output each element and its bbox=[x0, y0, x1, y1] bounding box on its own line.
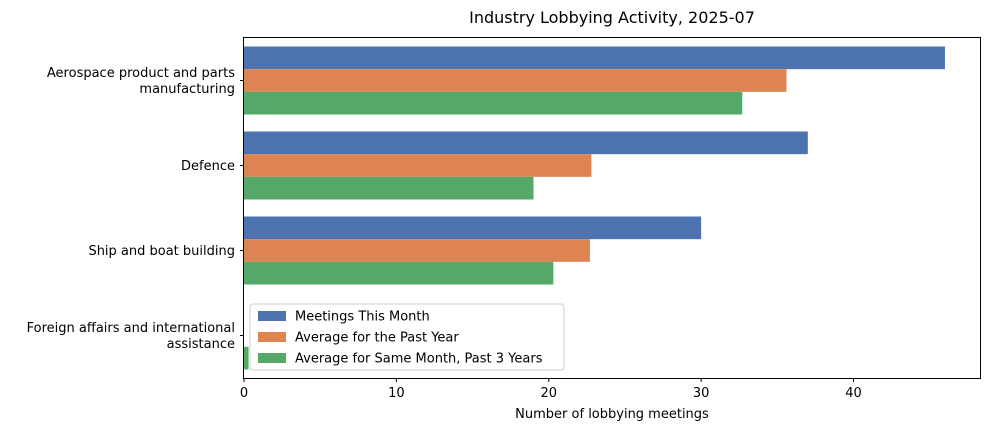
x-axis: 0 10 20 30 40 bbox=[240, 378, 862, 401]
x-tick-label: 40 bbox=[845, 386, 862, 401]
legend-swatch bbox=[258, 311, 286, 321]
legend-label: Meetings This Month bbox=[295, 310, 430, 325]
y-tick-label-line: Aerospace product and parts bbox=[47, 66, 235, 81]
bar-1-2 bbox=[244, 131, 808, 155]
bar-3-2 bbox=[244, 176, 534, 200]
y-axis: Aerospace product and parts manufacturing… bbox=[27, 66, 244, 352]
y-tick-label-line: Foreign affairs and international bbox=[27, 321, 235, 336]
legend: Meetings This Month Average for the Past … bbox=[249, 303, 565, 371]
y-tick-label-line: Defence bbox=[181, 159, 235, 174]
bars-group bbox=[244, 46, 945, 370]
bar-2-3 bbox=[244, 239, 590, 262]
x-axis-label: Number of lobbying meetings bbox=[515, 407, 709, 422]
bar-3-3 bbox=[244, 261, 554, 285]
bar-3-1 bbox=[244, 91, 743, 115]
chart-title: Industry Lobbying Activity, 2025-07 bbox=[469, 8, 755, 27]
x-tick-label: 30 bbox=[693, 386, 710, 401]
legend-label: Average for Same Month, Past 3 Years bbox=[295, 352, 543, 367]
legend-frame bbox=[249, 303, 565, 371]
y-tick-label: Defence bbox=[181, 159, 235, 174]
bar-3-4 bbox=[244, 346, 249, 370]
y-tick-label-line: manufacturing bbox=[139, 82, 235, 97]
bar-2-1 bbox=[244, 69, 787, 92]
bar-2-2 bbox=[244, 154, 592, 177]
x-tick-label: 0 bbox=[240, 386, 248, 401]
legend-swatch bbox=[258, 353, 286, 363]
y-tick-label: Aerospace product and parts manufacturing bbox=[47, 66, 235, 97]
bar-1-3 bbox=[244, 216, 702, 240]
plot-frame bbox=[243, 37, 981, 379]
x-tick-label: 20 bbox=[540, 386, 557, 401]
legend-label: Average for the Past Year bbox=[295, 331, 459, 346]
y-tick-label-line: assistance bbox=[167, 337, 235, 352]
y-tick-label: Ship and boat building bbox=[88, 244, 235, 259]
x-tick-label: 10 bbox=[388, 386, 405, 401]
legend-swatch bbox=[258, 332, 286, 342]
y-tick-label-line: Ship and boat building bbox=[88, 244, 235, 259]
bar-1-1 bbox=[244, 46, 945, 70]
y-tick-label: Foreign affairs and international assista… bbox=[27, 321, 235, 352]
